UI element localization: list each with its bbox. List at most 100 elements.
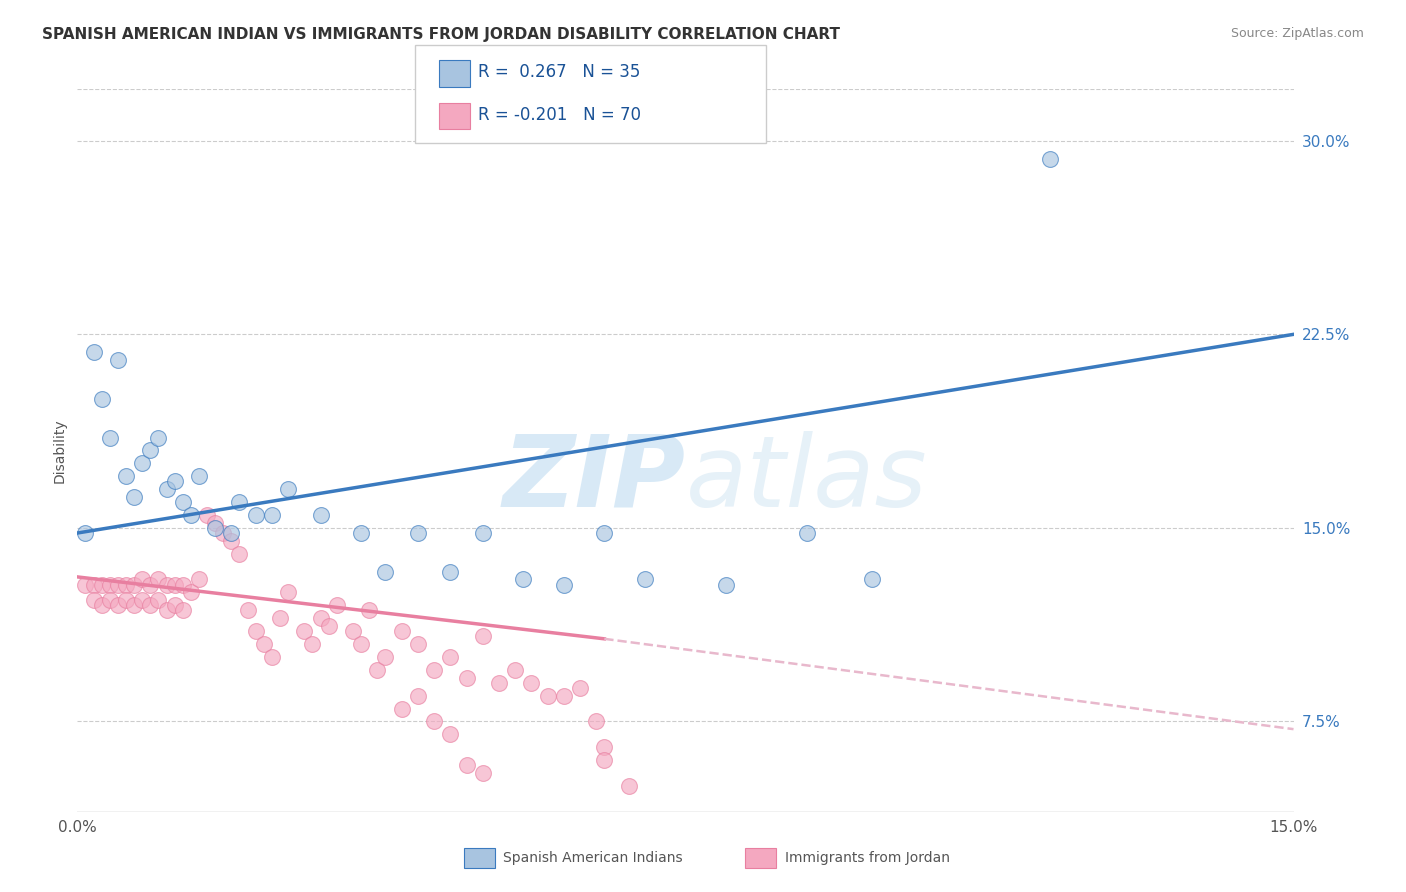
Point <box>90 577 112 591</box>
Point <box>342 624 364 639</box>
Point <box>212 526 235 541</box>
Point <box>471 629 494 643</box>
Point <box>366 663 388 677</box>
Point <box>471 526 494 541</box>
Point <box>83 593 105 607</box>
Point <box>163 475 186 489</box>
Point <box>503 663 526 677</box>
Point <box>439 649 461 664</box>
Point <box>456 671 478 685</box>
Point <box>536 689 558 703</box>
Point <box>228 547 250 561</box>
Point <box>269 611 291 625</box>
Point <box>423 714 446 729</box>
Point <box>163 577 186 591</box>
Point <box>90 599 112 613</box>
Point <box>155 577 177 591</box>
Point <box>221 526 243 541</box>
Point <box>406 637 429 651</box>
Point <box>456 758 478 772</box>
Point <box>107 577 129 591</box>
Point <box>593 526 616 541</box>
Point <box>423 663 446 677</box>
Point <box>350 637 373 651</box>
Point <box>131 456 153 470</box>
Text: Immigrants from Jordan: Immigrants from Jordan <box>785 851 949 865</box>
Point <box>617 779 640 793</box>
Point <box>439 727 461 741</box>
Point <box>253 637 276 651</box>
Point <box>155 603 177 617</box>
Point <box>714 577 737 591</box>
Point <box>155 482 177 496</box>
Point <box>188 573 211 587</box>
Point <box>326 599 349 613</box>
Point <box>98 577 121 591</box>
Point <box>245 508 267 522</box>
Point <box>98 431 121 445</box>
Point <box>221 533 243 548</box>
Point <box>122 599 145 613</box>
Point <box>634 573 657 587</box>
Point <box>406 526 429 541</box>
Point <box>391 701 413 715</box>
Point <box>488 675 510 690</box>
Text: R =  0.267   N = 35: R = 0.267 N = 35 <box>478 63 640 81</box>
Point <box>115 469 138 483</box>
Point <box>122 577 145 591</box>
Point <box>139 599 162 613</box>
Point <box>569 681 592 695</box>
Point <box>180 508 202 522</box>
Point <box>593 740 616 755</box>
Text: Spanish American Indians: Spanish American Indians <box>503 851 683 865</box>
Point <box>83 577 105 591</box>
Point <box>163 599 186 613</box>
Point <box>75 577 97 591</box>
Point <box>292 624 315 639</box>
Point <box>245 624 267 639</box>
Point <box>180 585 202 599</box>
Point <box>131 593 153 607</box>
Point <box>796 526 818 541</box>
Point <box>148 431 170 445</box>
Text: ZIP: ZIP <box>502 431 686 528</box>
Point <box>115 577 138 591</box>
Point <box>195 508 218 522</box>
Point <box>406 689 429 703</box>
Point <box>277 585 299 599</box>
Point <box>115 593 138 607</box>
Point <box>75 526 97 541</box>
Y-axis label: Disability: Disability <box>52 418 66 483</box>
Point <box>122 490 145 504</box>
Point <box>520 675 543 690</box>
Point <box>148 593 170 607</box>
Point <box>204 516 226 530</box>
Text: R = -0.201   N = 70: R = -0.201 N = 70 <box>478 106 641 124</box>
Point <box>318 619 340 633</box>
Point <box>172 495 194 509</box>
Point <box>359 603 381 617</box>
Point <box>98 593 121 607</box>
Point <box>1039 152 1062 166</box>
Point <box>90 392 112 406</box>
Point <box>83 345 105 359</box>
Text: atlas: atlas <box>686 431 927 528</box>
Point <box>860 573 883 587</box>
Point <box>139 443 162 458</box>
Point <box>439 565 461 579</box>
Point <box>309 611 332 625</box>
Point <box>512 573 534 587</box>
Point <box>593 753 616 767</box>
Point <box>301 637 323 651</box>
Point <box>260 508 283 522</box>
Point <box>236 603 259 617</box>
Point <box>204 521 226 535</box>
Point <box>585 714 607 729</box>
Text: SPANISH AMERICAN INDIAN VS IMMIGRANTS FROM JORDAN DISABILITY CORRELATION CHART: SPANISH AMERICAN INDIAN VS IMMIGRANTS FR… <box>42 27 841 42</box>
Point <box>139 577 162 591</box>
Point <box>131 573 153 587</box>
Point <box>277 482 299 496</box>
Point <box>228 495 250 509</box>
Point <box>553 689 575 703</box>
Point <box>374 649 396 664</box>
